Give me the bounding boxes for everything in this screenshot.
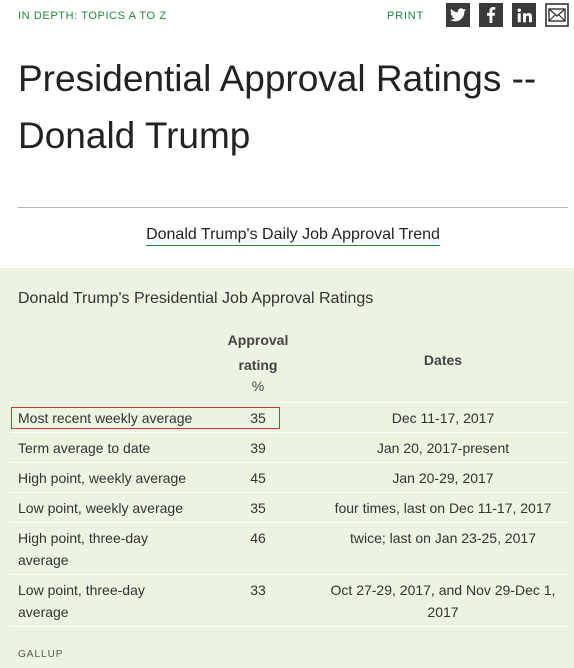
approval-table-panel: Donald Trump's Presidential Job Approval… [0, 268, 574, 668]
linkedin-share-button[interactable] [512, 3, 536, 27]
row-rating: 35 [250, 500, 266, 516]
dates-column-header: Dates [423, 352, 463, 368]
twitter-icon [450, 8, 466, 22]
row-divider [10, 432, 568, 433]
rating-header-line1: Approval [227, 332, 289, 348]
daily-trend-link[interactable]: Donald Trump's Daily Job Approval Trend [146, 226, 440, 246]
top-bar: IN DEPTH: TOPICS A TO Z PRINT [0, 0, 574, 30]
row-divider [10, 574, 568, 575]
row-label: High point, three-day average [18, 530, 148, 568]
row-rating: 46 [250, 530, 266, 546]
row-rating: 39 [250, 440, 266, 456]
facebook-share-button[interactable] [479, 3, 503, 27]
row-divider [10, 522, 568, 523]
row-rating: 35 [250, 410, 266, 426]
row-divider [10, 462, 568, 463]
row-rating: 33 [250, 582, 266, 598]
linkedin-icon [517, 8, 532, 22]
row-label: Low point, weekly average [18, 500, 183, 516]
row-label: Term average to date [18, 440, 151, 456]
rating-header-line2: rating [238, 357, 278, 373]
row-dates: Oct 27-29, 2017, and Nov 29-Dec 1, 2017 [330, 582, 556, 620]
twitter-share-button[interactable] [446, 3, 470, 27]
row-dates: Jan 20, 2017-present [376, 440, 510, 456]
row-label: High point, weekly average [18, 470, 187, 486]
rating-unit-header: % [251, 378, 265, 394]
row-dates: Dec 11-17, 2017 [391, 410, 495, 426]
breadcrumb-link[interactable]: IN DEPTH: TOPICS A TO Z [18, 10, 167, 22]
row-dates: twice; last on Jan 23-25, 2017 [349, 530, 536, 546]
table-title: Donald Trump's Presidential Job Approval… [18, 290, 374, 307]
row-dates: four times, last on Dec 11-17, 2017 [334, 500, 552, 516]
rating-column-header: Approval rating [218, 328, 298, 378]
trend-link-container: Donald Trump's Daily Job Approval Trend [0, 226, 574, 246]
divider [18, 207, 568, 208]
row-divider [10, 626, 568, 627]
row-label: Low point, three-day average [18, 582, 145, 620]
page-title: Presidential Approval Ratings -- Donald … [18, 58, 537, 156]
row-rating: 45 [250, 470, 266, 486]
facebook-icon [487, 7, 496, 23]
row-label: Most recent weekly average [18, 410, 193, 426]
source-credit: GALLUP [18, 649, 64, 660]
row-dates: Jan 20-29, 2017 [392, 470, 494, 486]
mail-icon [545, 3, 569, 27]
print-link[interactable]: PRINT [387, 10, 424, 22]
highlight-box [11, 407, 280, 429]
email-share-button[interactable] [545, 3, 569, 27]
row-divider [10, 402, 568, 403]
row-divider [10, 492, 568, 493]
